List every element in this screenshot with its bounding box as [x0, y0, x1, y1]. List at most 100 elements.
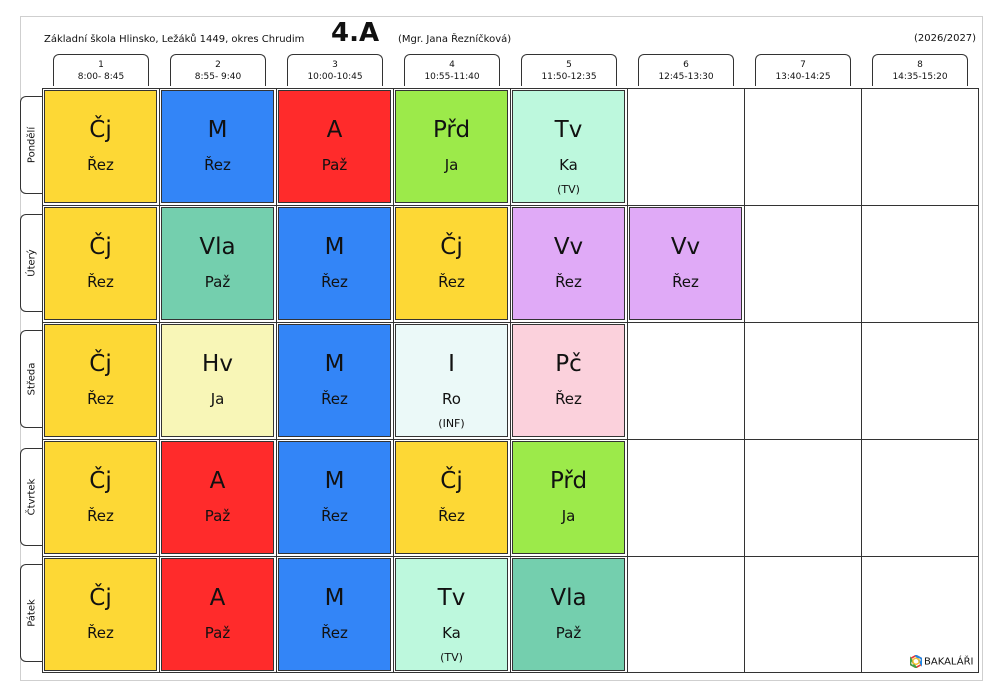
lesson-teacher: Řez: [87, 156, 114, 174]
lesson-subject: Čj: [89, 351, 112, 377]
lesson-cell[interactable]: Čj Řez: [395, 207, 508, 320]
lesson-subject: Čj: [89, 585, 112, 611]
lesson-subject: Čj: [440, 234, 463, 260]
period-number: 7: [800, 60, 806, 70]
day-tab: Pondělí: [20, 96, 43, 194]
lesson-cell[interactable]: Čj Řez: [44, 558, 157, 671]
period-number: 4: [449, 60, 455, 70]
lesson-teacher: Ka: [442, 624, 461, 642]
brand-name: BAKALÁŘI: [924, 656, 974, 668]
day-label: Pondělí: [26, 126, 38, 164]
lesson-subject: M: [324, 234, 345, 260]
lesson-cell[interactable]: A Paž: [278, 90, 391, 203]
lesson-teacher: Řez: [321, 507, 348, 525]
lesson-cell[interactable]: Vv Řez: [629, 207, 742, 320]
period-header-3: 3 10:00-10:45: [287, 54, 383, 86]
period-number: 6: [683, 60, 689, 70]
lesson-subject: A: [209, 585, 226, 611]
lesson-cell[interactable]: Hv Ja: [161, 324, 274, 437]
lesson-cell[interactable]: A Paž: [161, 441, 274, 554]
bakalari-logo-icon: [909, 653, 923, 670]
lesson-subject: Přd: [432, 117, 471, 143]
lesson-cell[interactable]: Tv Ka (TV): [395, 558, 508, 671]
lesson-teacher: Ro: [442, 390, 461, 408]
lesson-cell[interactable]: M Řez: [161, 90, 274, 203]
lesson-subject: Čj: [89, 468, 112, 494]
school-name: Základní škola Hlinsko, Ležáků 1449, okr…: [44, 34, 305, 45]
lesson-subject: Hv: [202, 351, 233, 377]
lesson-teacher: Paž: [321, 156, 348, 174]
period-number: 8: [917, 60, 923, 70]
lesson-subject: I: [448, 351, 455, 377]
lesson-teacher: Ja: [444, 156, 459, 174]
lesson-teacher: Ja: [210, 390, 225, 408]
lesson-subject: M: [324, 585, 345, 611]
lesson-subject: M: [324, 351, 345, 377]
grid-column-line: [276, 88, 277, 673]
lesson-cell[interactable]: Vv Řez: [512, 207, 625, 320]
grid-row-line: [42, 205, 979, 206]
grid-column-line: [861, 88, 862, 673]
lesson-teacher: Paž: [555, 624, 582, 642]
lesson-room: (TV): [557, 183, 580, 196]
lesson-subject: A: [326, 117, 343, 143]
lesson-subject: Vv: [670, 234, 701, 260]
lesson-cell[interactable]: Čj Řez: [44, 324, 157, 437]
lesson-cell[interactable]: Přd Ja: [395, 90, 508, 203]
lesson-cell[interactable]: M Řez: [278, 207, 391, 320]
lesson-teacher: Řez: [87, 624, 114, 642]
day-tab: Čtvrtek: [20, 448, 43, 546]
lesson-teacher: Ja: [561, 507, 576, 525]
day-tab: Středa: [20, 330, 43, 428]
lesson-cell[interactable]: Tv Ka (TV): [512, 90, 625, 203]
lesson-subject: Přd: [549, 468, 588, 494]
day-label: Úterý: [26, 249, 38, 277]
period-header-7: 7 13:40-14:25: [755, 54, 851, 86]
day-label: Středa: [26, 362, 38, 396]
lesson-cell[interactable]: Pč Řez: [512, 324, 625, 437]
grid-column-line: [627, 88, 628, 673]
lesson-subject: Tv: [437, 585, 466, 611]
class-teacher: (Mgr. Jana Řezníčková): [398, 34, 512, 45]
lesson-cell[interactable]: M Řez: [278, 558, 391, 671]
period-header-4: 4 10:55-11:40: [404, 54, 500, 86]
lesson-teacher: Řez: [555, 273, 582, 291]
period-number: 1: [98, 60, 104, 70]
lesson-subject: Vla: [199, 234, 236, 260]
lesson-teacher: Řez: [321, 390, 348, 408]
lesson-cell[interactable]: Čj Řez: [395, 441, 508, 554]
day-tab: Úterý: [20, 214, 43, 312]
grid-column-line: [744, 88, 745, 673]
day-tab: Pátek: [20, 564, 43, 662]
period-time: 8:55- 9:40: [194, 72, 242, 82]
lesson-room: (INF): [438, 417, 465, 430]
lesson-teacher: Řez: [321, 624, 348, 642]
lesson-cell[interactable]: Čj Řez: [44, 441, 157, 554]
lesson-cell[interactable]: Vla Paž: [161, 207, 274, 320]
lesson-cell[interactable]: M Řez: [278, 441, 391, 554]
period-header-5: 5 11:50-12:35: [521, 54, 617, 86]
lesson-cell[interactable]: Přd Ja: [512, 441, 625, 554]
grid-row-line: [42, 322, 979, 323]
lesson-subject: Vv: [553, 234, 584, 260]
day-label: Čtvrtek: [26, 478, 38, 516]
lesson-cell[interactable]: Čj Řez: [44, 90, 157, 203]
period-time: 10:55-11:40: [424, 72, 480, 82]
lesson-cell[interactable]: A Paž: [161, 558, 274, 671]
lesson-teacher: Řez: [555, 390, 582, 408]
lesson-teacher: Řez: [204, 156, 231, 174]
lesson-cell[interactable]: Čj Řez: [44, 207, 157, 320]
lesson-teacher: Řez: [87, 390, 114, 408]
lesson-cell[interactable]: M Řez: [278, 324, 391, 437]
lesson-teacher: Paž: [204, 273, 231, 291]
bakalari-brand: BAKALÁŘI: [909, 653, 974, 670]
period-time: 11:50-12:35: [541, 72, 597, 82]
period-header-1: 1 8:00- 8:45: [53, 54, 149, 86]
period-number: 2: [215, 60, 221, 70]
lesson-teacher: Ka: [559, 156, 578, 174]
lesson-cell[interactable]: I Ro (INF): [395, 324, 508, 437]
lesson-subject: M: [324, 468, 345, 494]
lesson-cell[interactable]: Vla Paž: [512, 558, 625, 671]
lesson-teacher: Paž: [204, 624, 231, 642]
lesson-subject: Čj: [89, 234, 112, 260]
